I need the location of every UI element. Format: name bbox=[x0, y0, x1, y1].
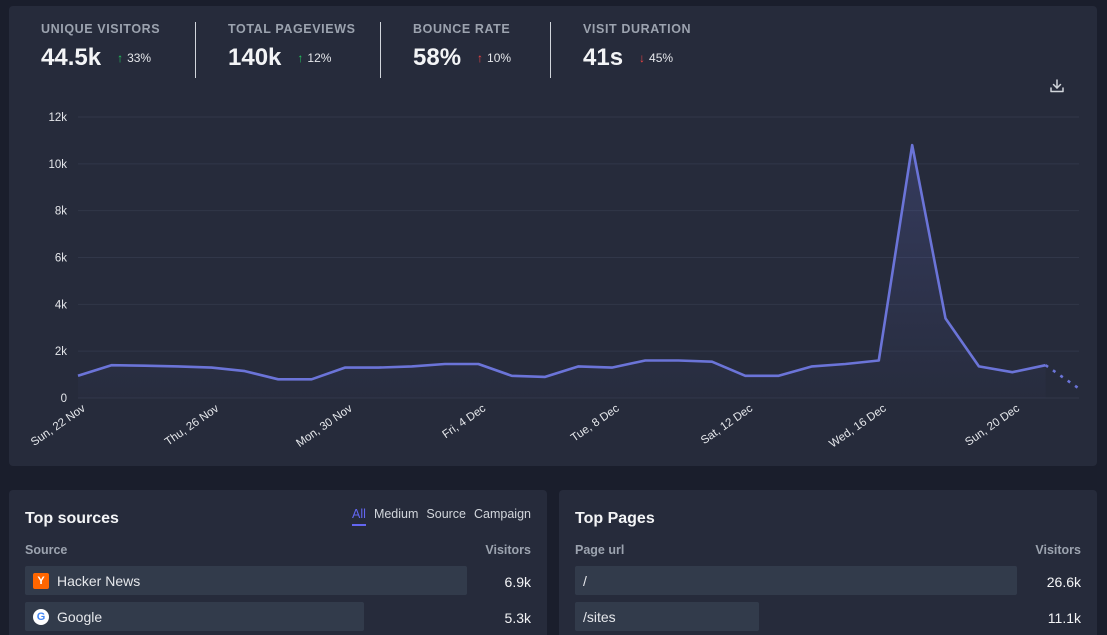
arrow-down-icon: ↓ bbox=[639, 51, 646, 65]
stat-change: ↓ 45% bbox=[639, 51, 673, 65]
stat-label: TOTAL PAGEVIEWS bbox=[228, 22, 356, 36]
x-tick-label: Thu, 26 Nov bbox=[163, 402, 221, 448]
stat-change: ↑ 33% bbox=[117, 51, 151, 65]
stat-visit-duration[interactable]: VISIT DURATION 41s ↓ 45% bbox=[583, 22, 691, 72]
row-label: / bbox=[583, 573, 587, 589]
google-icon: G bbox=[33, 609, 49, 625]
source-tabs: All Medium Source Campaign bbox=[352, 507, 531, 526]
list-item[interactable]: Y Hacker News 6.9k bbox=[25, 566, 531, 595]
projected-segment bbox=[1044, 364, 1080, 390]
list-item[interactable]: /sites 11.1k bbox=[575, 602, 1081, 631]
stats-bar: UNIQUE VISITORS 44.5k ↑ 33% TOTAL PAGEVI… bbox=[9, 6, 1097, 86]
stat-change: ↑ 12% bbox=[297, 51, 331, 65]
divider bbox=[380, 22, 381, 78]
row-bar bbox=[575, 602, 759, 631]
stat-change-value: 45% bbox=[649, 51, 674, 65]
tab-all[interactable]: All bbox=[352, 507, 366, 526]
y-tick-label: 10k bbox=[48, 159, 67, 171]
stat-value: 44.5k bbox=[41, 44, 102, 71]
row-label: Google bbox=[57, 609, 103, 625]
column-header-page-url: Page url bbox=[575, 543, 625, 557]
tab-medium[interactable]: Medium bbox=[373, 507, 419, 521]
divider bbox=[550, 22, 551, 78]
divider bbox=[195, 22, 196, 78]
x-tick-label: Sat, 12 Dec bbox=[699, 402, 755, 446]
visitors-series-line bbox=[77, 143, 1046, 381]
download-icon[interactable] bbox=[1048, 77, 1066, 95]
row-label: /sites bbox=[583, 609, 616, 625]
stat-change-value: 10% bbox=[487, 51, 512, 65]
stat-change-value: 12% bbox=[307, 51, 332, 65]
stat-change: ↑ 10% bbox=[477, 51, 511, 65]
top-sources-panel: Top sources All Medium Source Campaign S… bbox=[9, 490, 547, 635]
stat-value: 58% bbox=[413, 44, 462, 71]
tab-campaign[interactable]: Campaign bbox=[474, 507, 531, 521]
stat-label: UNIQUE VISITORS bbox=[41, 22, 161, 36]
x-tick-label: Sun, 20 Dec bbox=[963, 402, 1022, 448]
row-bar bbox=[575, 566, 1017, 595]
arrow-up-icon: ↑ bbox=[297, 51, 304, 65]
column-header-visitors: Visitors bbox=[485, 543, 531, 557]
y-tick-label: 8k bbox=[55, 206, 67, 218]
row-value: 26.6k bbox=[1046, 574, 1081, 590]
row-value: 5.3k bbox=[504, 610, 531, 626]
row-value: 6.9k bbox=[504, 574, 531, 590]
y-tick-label: 6k bbox=[55, 253, 67, 265]
visitors-line-chart: 0 2k 4k 6k 8k 10k 12k Sun, 22 Nov Thu, 26 Nov Mo… bbox=[29, 112, 1080, 450]
x-tick-label: Tue, 8 Dec bbox=[569, 402, 622, 444]
stat-total-pageviews[interactable]: TOTAL PAGEVIEWS 140k ↑ 12% bbox=[228, 22, 356, 72]
stat-label: VISIT DURATION bbox=[583, 22, 692, 36]
stat-change-value: 33% bbox=[127, 51, 152, 65]
list-item[interactable]: G Google 5.3k bbox=[25, 602, 531, 631]
y-tick-label: 2k bbox=[55, 346, 67, 358]
row-value: 11.1k bbox=[1047, 610, 1081, 626]
list-item[interactable]: / 26.6k bbox=[575, 566, 1081, 595]
stat-value: 140k bbox=[228, 44, 282, 71]
x-tick-label: Sun, 22 Nov bbox=[29, 402, 88, 448]
row-bar bbox=[25, 602, 364, 631]
top-pages-panel: Top Pages Page url Visitors / 26.6k /sit… bbox=[559, 490, 1097, 635]
column-header-visitors: Visitors bbox=[1035, 543, 1081, 557]
y-tick-label: 0 bbox=[61, 393, 67, 405]
stat-value: 41s bbox=[583, 44, 624, 71]
panel-title: Top Pages bbox=[575, 510, 655, 527]
column-header-source: Source bbox=[25, 543, 68, 557]
x-tick-label: Mon, 30 Nov bbox=[294, 402, 354, 449]
row-bar bbox=[25, 566, 467, 595]
tab-source[interactable]: Source bbox=[426, 507, 467, 521]
arrow-up-icon: ↑ bbox=[477, 51, 484, 65]
row-label: Hacker News bbox=[57, 573, 141, 589]
stat-label: BOUNCE RATE bbox=[413, 22, 511, 36]
stats-and-chart-card: UNIQUE VISITORS 44.5k ↑ 33% TOTAL PAGEVI… bbox=[9, 6, 1097, 466]
y-tick-label: 12k bbox=[48, 112, 67, 124]
hacker-news-icon: Y bbox=[33, 573, 49, 589]
x-tick-label: Fri, 4 Dec bbox=[440, 402, 488, 441]
visitors-area bbox=[78, 145, 1046, 398]
y-tick-label: 4k bbox=[55, 299, 67, 311]
stat-bounce-rate[interactable]: BOUNCE RATE 58% ↑ 10% bbox=[413, 22, 511, 72]
stat-unique-visitors[interactable]: UNIQUE VISITORS 44.5k ↑ 33% bbox=[41, 22, 160, 72]
panel-title: Top sources bbox=[25, 510, 119, 527]
arrow-up-icon: ↑ bbox=[117, 51, 124, 65]
x-tick-label: Wed, 16 Dec bbox=[827, 402, 888, 450]
